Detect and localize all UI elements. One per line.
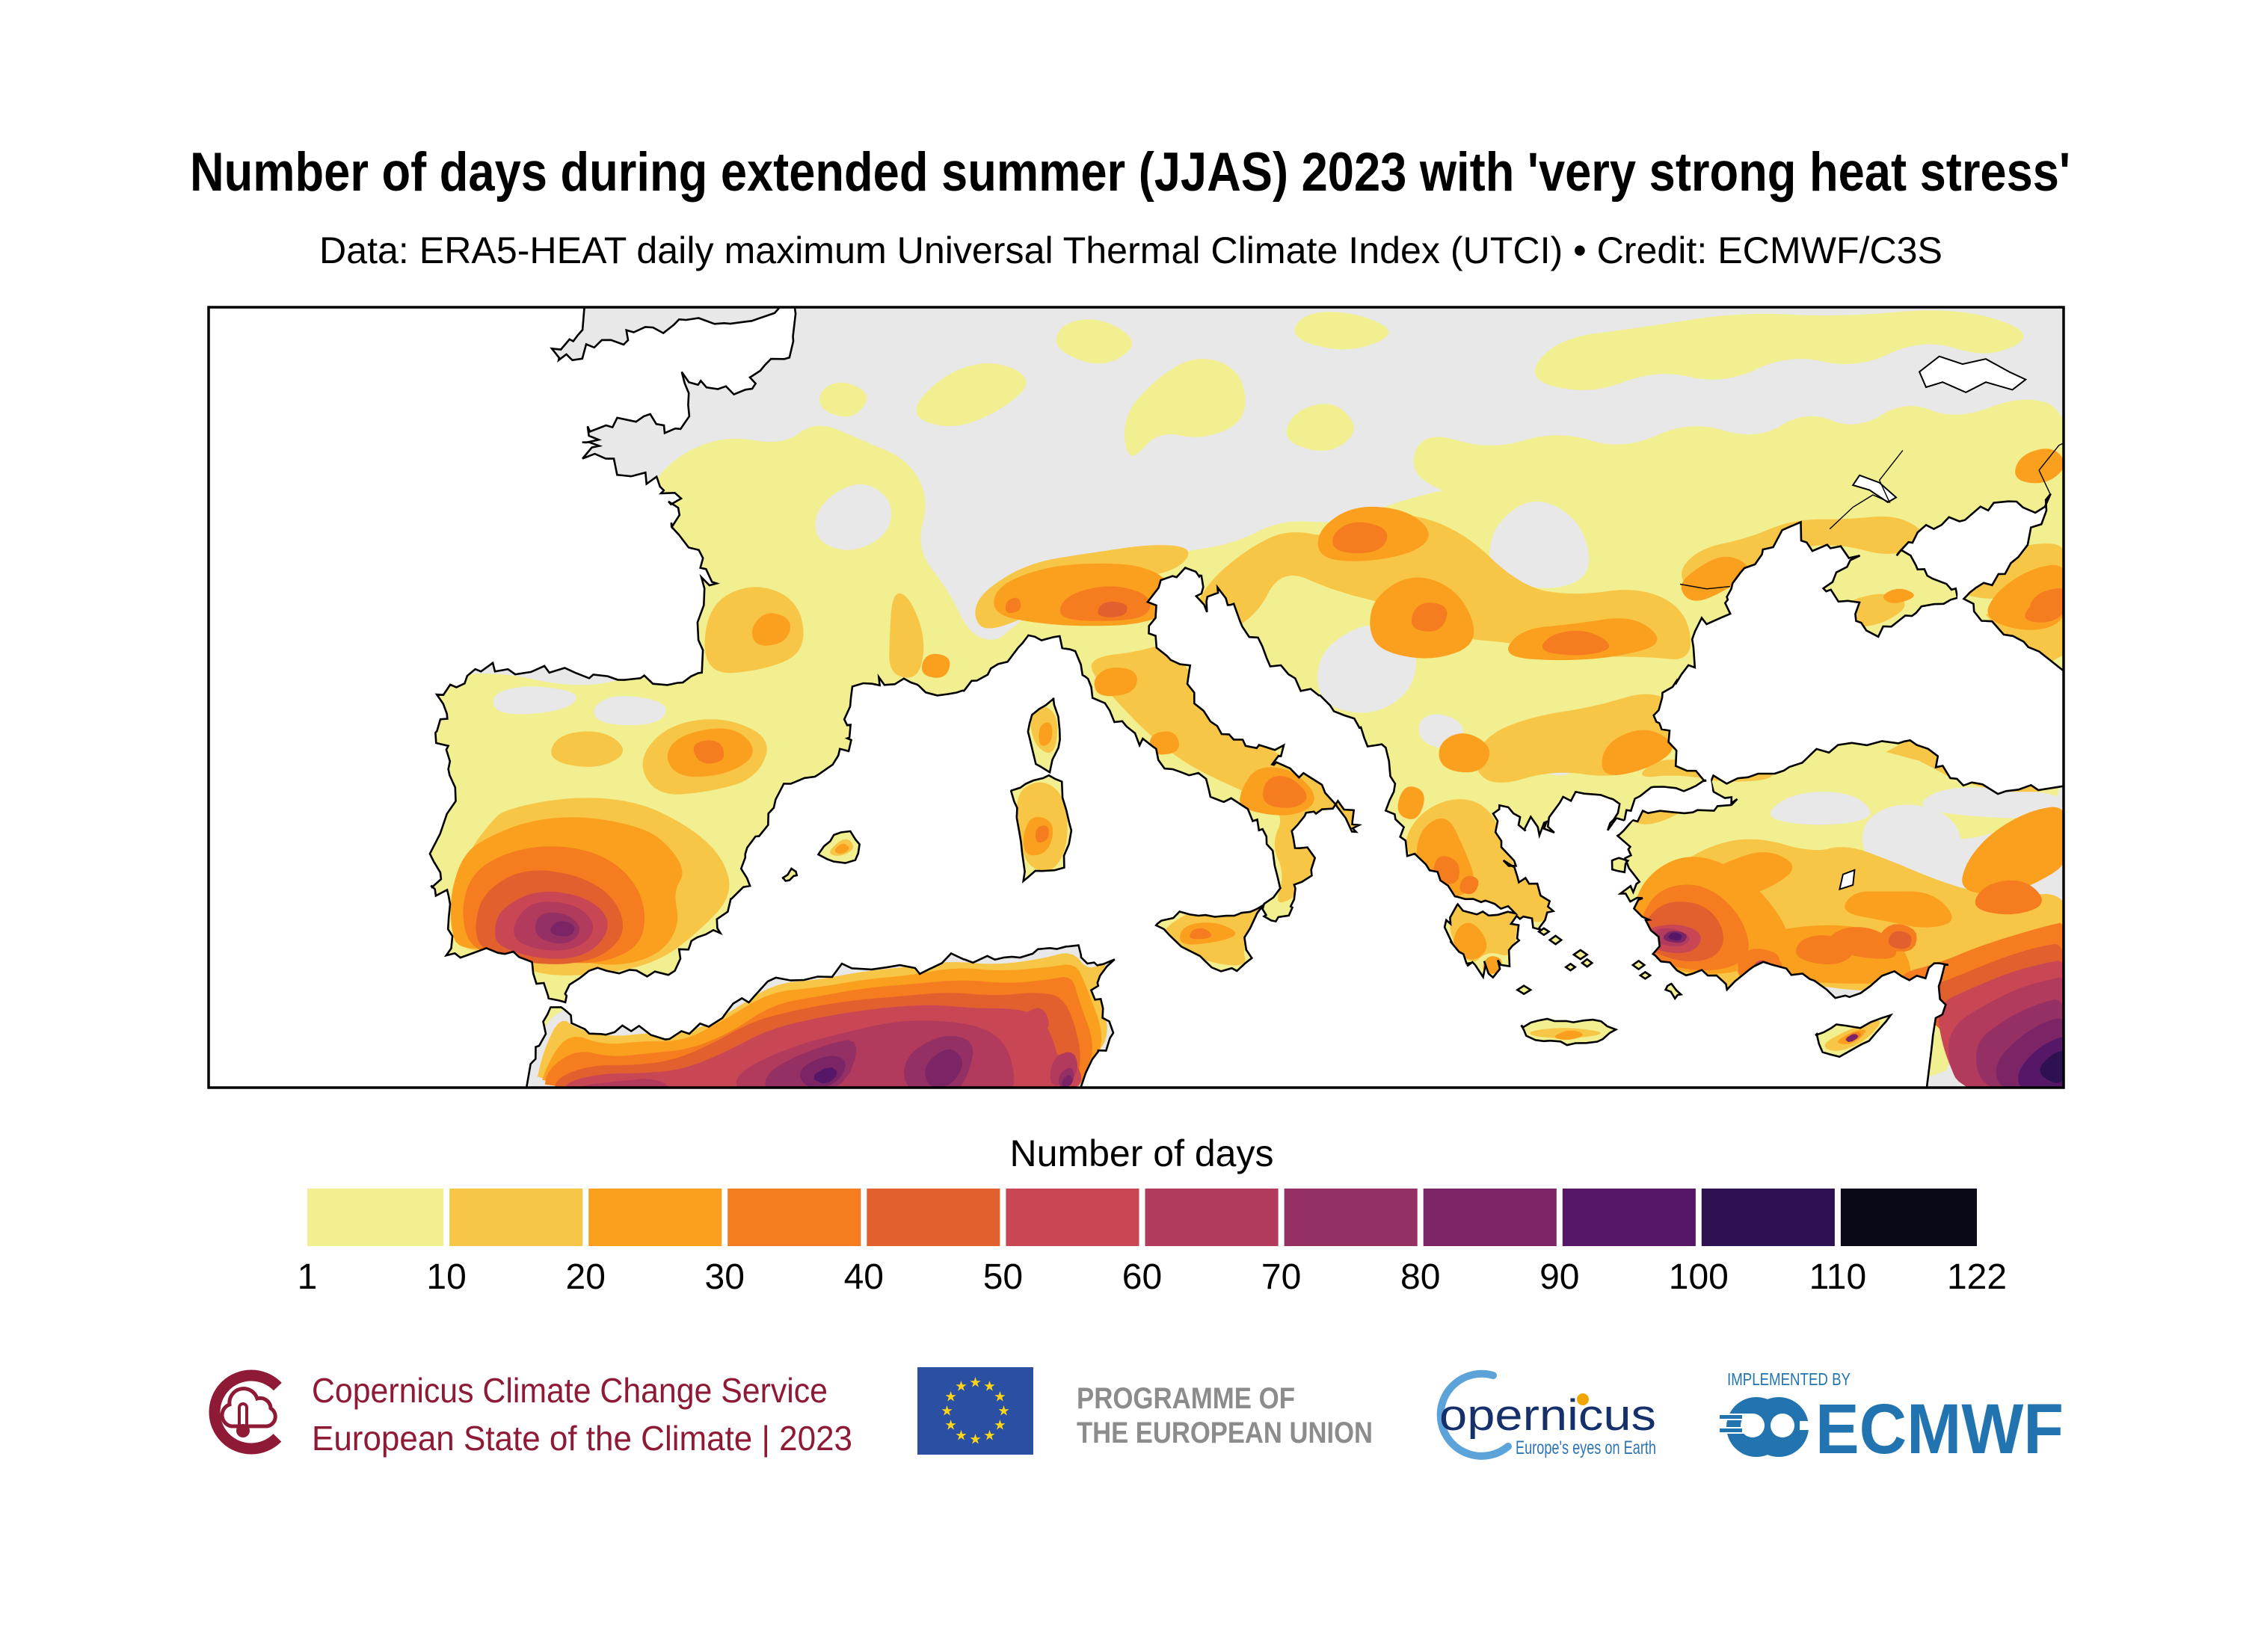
svg-text:30: 30 — [705, 1257, 745, 1297]
svg-text:60: 60 — [1122, 1257, 1162, 1297]
svg-text:122: 122 — [1947, 1257, 2007, 1297]
svg-text:10: 10 — [426, 1257, 466, 1297]
svg-text:110: 110 — [1809, 1257, 1867, 1297]
svg-text:opernicus: opernicus — [1439, 1391, 1656, 1440]
svg-text:20: 20 — [566, 1257, 606, 1297]
svg-text:Data: ERA5-HEAT daily maximum: Data: ERA5-HEAT daily maximum Universal … — [319, 229, 1942, 271]
svg-text:THE EUROPEAN UNION: THE EUROPEAN UNION — [1077, 1417, 1373, 1449]
svg-text:Europe's eyes on Earth: Europe's eyes on Earth — [1516, 1437, 1656, 1458]
svg-text:90: 90 — [1539, 1257, 1579, 1297]
svg-text:Number of days: Number of days — [1010, 1132, 1274, 1174]
svg-text:80: 80 — [1400, 1257, 1440, 1297]
svg-text:IMPLEMENTED BY: IMPLEMENTED BY — [1727, 1369, 1851, 1389]
svg-text:40: 40 — [844, 1257, 884, 1297]
svg-text:1: 1 — [298, 1257, 318, 1297]
svg-text:ECMWF: ECMWF — [1815, 1390, 2064, 1469]
svg-text:100: 100 — [1669, 1257, 1729, 1297]
svg-text:PROGRAMME OF: PROGRAMME OF — [1077, 1382, 1295, 1415]
svg-text:Number of days during extended: Number of days during extended summer (J… — [190, 142, 2070, 203]
svg-text:70: 70 — [1261, 1257, 1301, 1297]
svg-text:50: 50 — [983, 1257, 1023, 1297]
svg-text:Copernicus Climate Change Serv: Copernicus Climate Change Service — [312, 1371, 828, 1410]
svg-text:European State of the Climate: European State of the Climate | 2023 — [312, 1419, 852, 1458]
